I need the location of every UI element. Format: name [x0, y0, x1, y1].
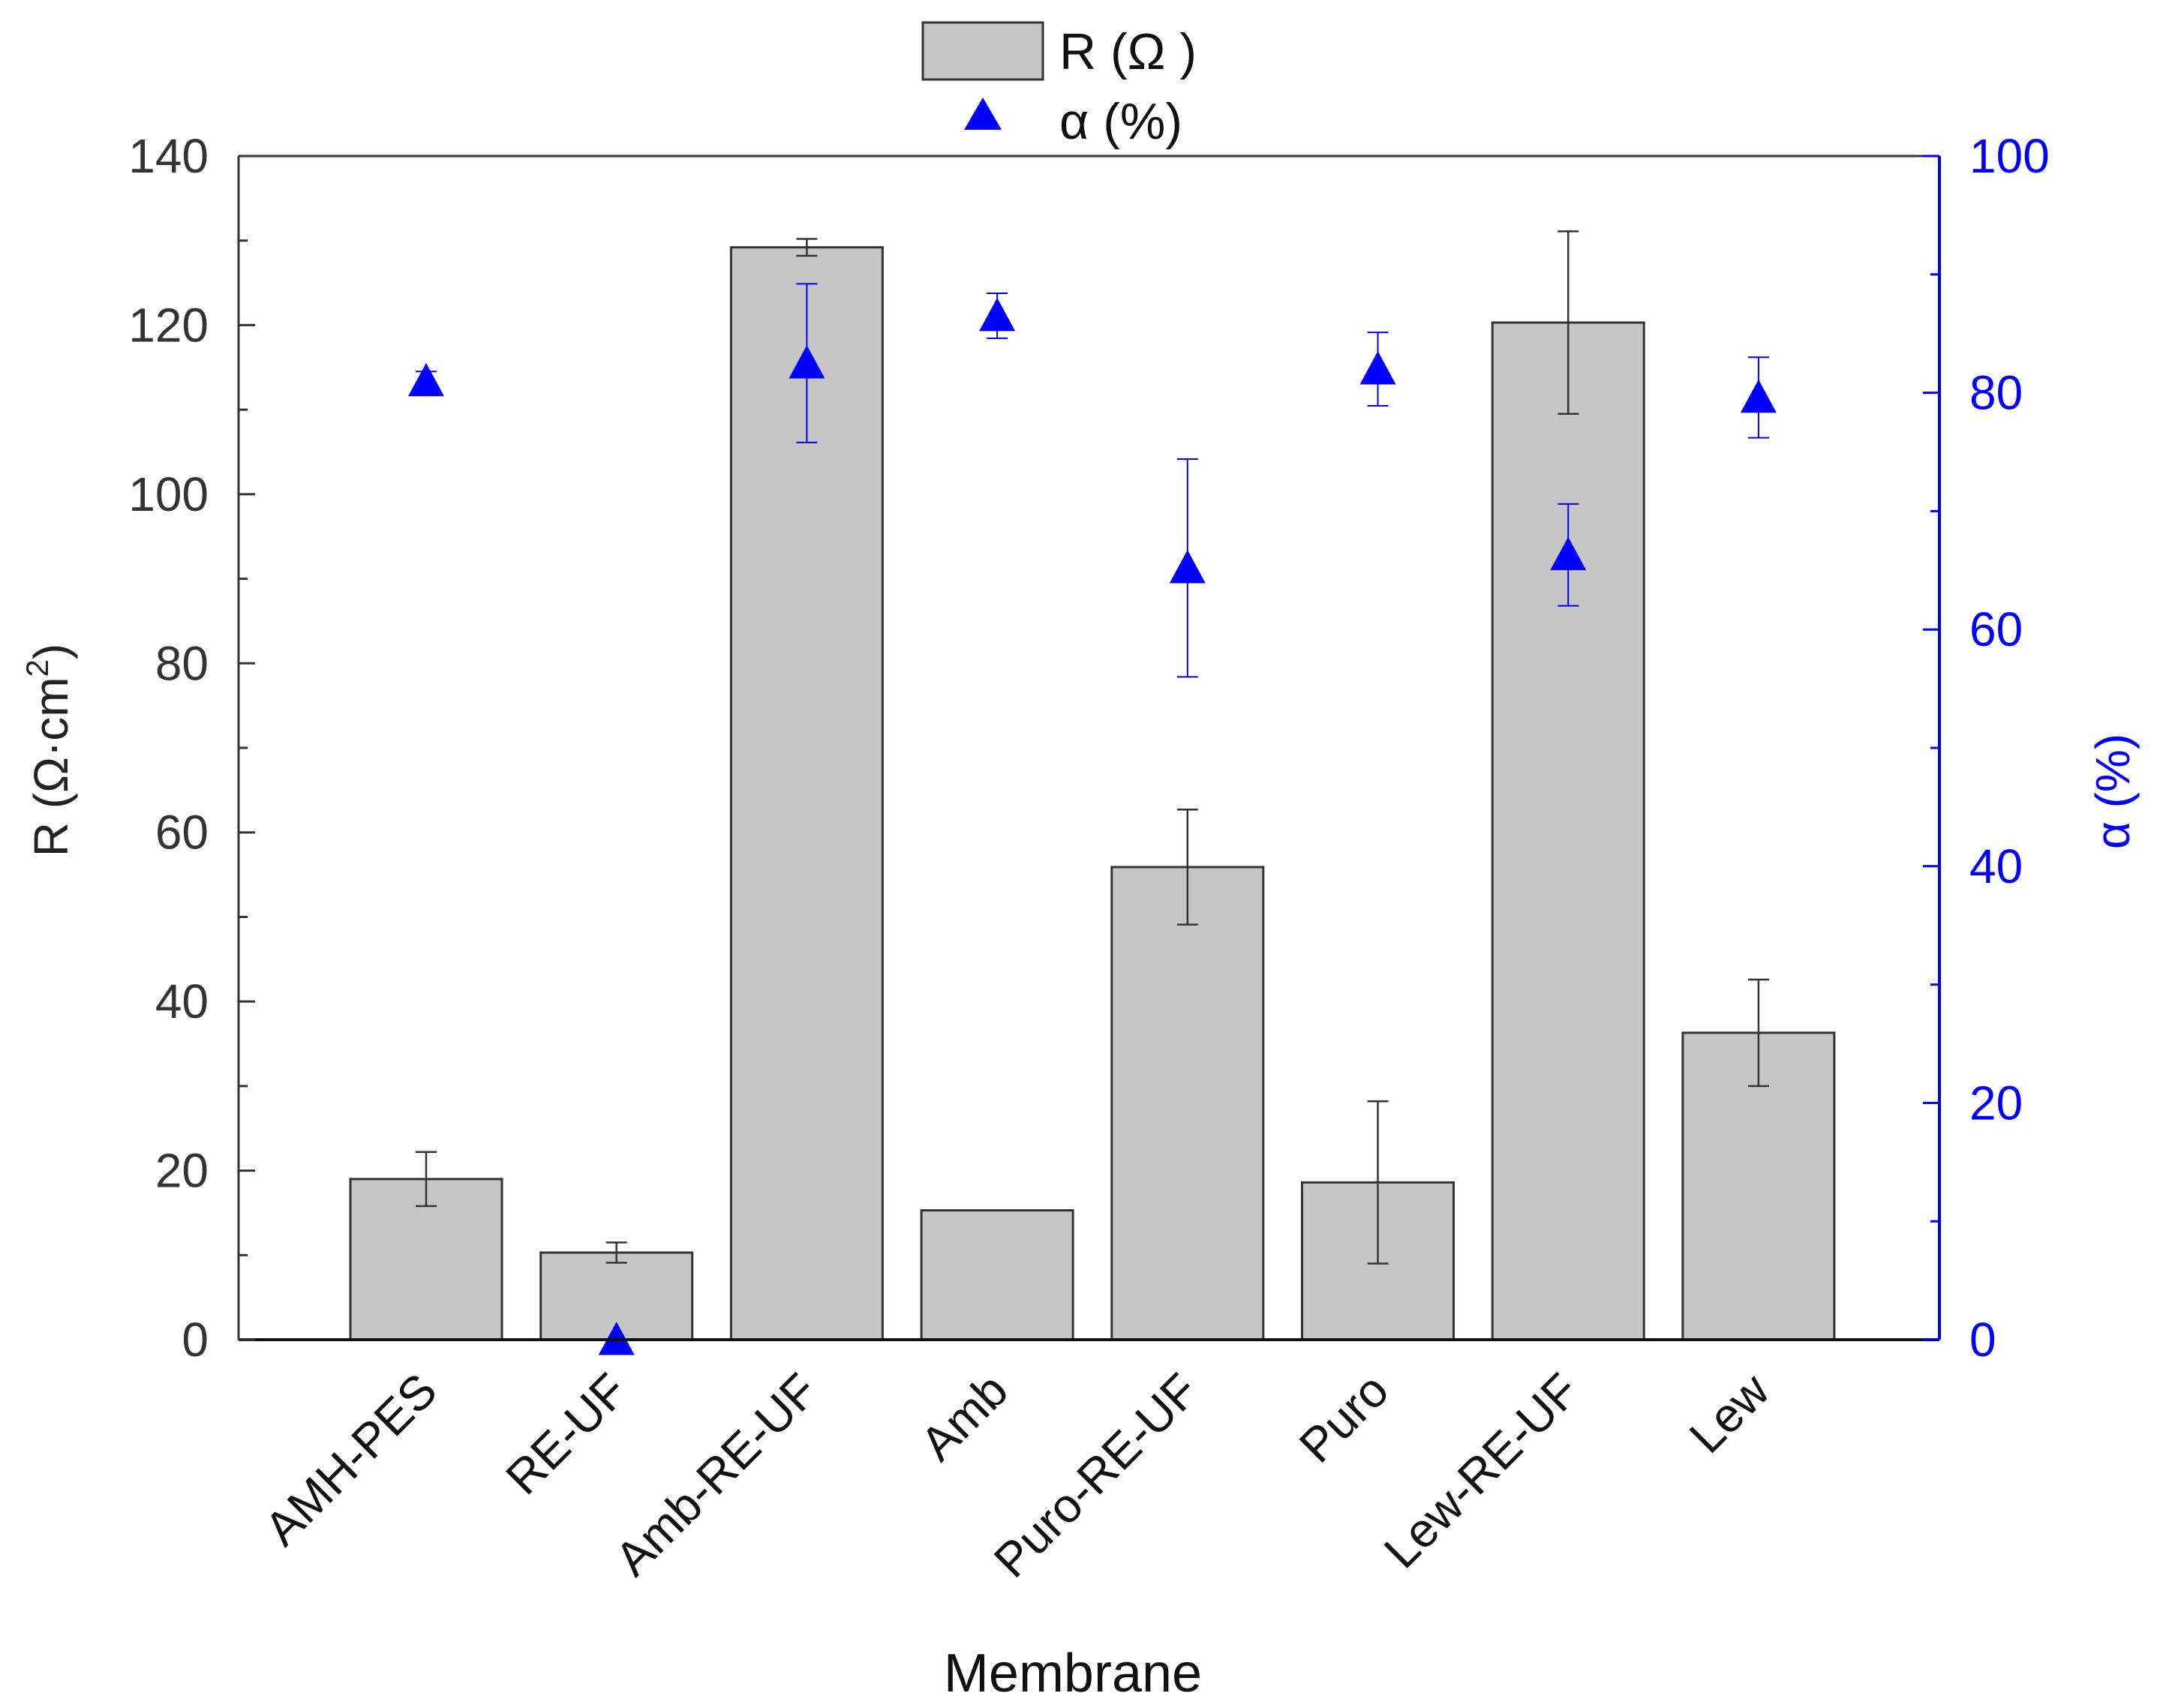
category-label-lew: Lew: [1679, 1362, 1780, 1463]
alpha-marker-lew: [1740, 379, 1777, 413]
category-label-amb: Amb: [910, 1363, 1018, 1471]
category-label-amh-pes: AMH-PES: [254, 1363, 447, 1556]
y2-tick-label: 100: [1969, 129, 2050, 183]
category-label-lew-re-uf: Lew-RE-UF: [1374, 1363, 1589, 1578]
bar-puro-re-uf: [1110, 866, 1265, 1341]
legend-label-r: R (Ω ): [1059, 23, 1197, 80]
y-axis-title-close: ): [24, 644, 78, 659]
y2-tick-label: 40: [1969, 839, 2023, 893]
y-tick-label: 60: [155, 806, 209, 860]
y2-tick-label: 20: [1969, 1076, 2023, 1130]
y2-axis-title: α (%): [2086, 734, 2140, 849]
category-label-puro: Puro: [1289, 1363, 1399, 1473]
y-tick-label: 0: [182, 1313, 209, 1367]
x-axis-title: Membrane: [944, 1643, 1202, 1703]
alpha-marker-amh-pes: [408, 362, 444, 397]
bar-series: [349, 246, 1836, 1341]
y-tick-label: 140: [128, 129, 209, 183]
category-label-re-uf: RE-UF: [495, 1363, 637, 1505]
y-axis-title: R (Ω·cm2): [20, 644, 78, 857]
legend-label-alpha: α (%): [1059, 93, 1182, 150]
y-axis-title-sup: 2: [20, 659, 55, 677]
alpha-marker-lew-re-uf: [1550, 536, 1587, 571]
alpha-marker-puro-re-uf: [1169, 550, 1206, 584]
axes: [237, 155, 1941, 1341]
y2-tick-label: 60: [1969, 602, 2023, 656]
alpha-marker-amb-re-uf: [789, 345, 825, 379]
y-tick-label: 80: [155, 636, 209, 690]
y-tick-label: 120: [128, 298, 209, 352]
legend-triangle-icon: [964, 98, 1002, 130]
legend: R (Ω ) α (%): [921, 21, 1197, 150]
bar-lew-re-uf: [1491, 321, 1645, 1341]
bar-error-bars: [416, 230, 1769, 1265]
alpha-marker-puro: [1359, 351, 1396, 385]
legend-swatch-bar: [921, 21, 1044, 81]
y-tick-label: 40: [155, 974, 209, 1028]
y-tick-label: 20: [155, 1144, 209, 1198]
alpha-marker-amb: [979, 298, 1016, 332]
category-label-amb-re-uf: Amb-RE-UF: [605, 1363, 828, 1586]
y-tick-label: 100: [128, 467, 209, 521]
tick-labels: 0 20 40 60 80 100 120 140 0 20 40 60 80 100: [128, 129, 2050, 1367]
bar-amb: [920, 1209, 1074, 1341]
y2-tick-label: 80: [1969, 366, 2023, 420]
y-axis-title-base: R (Ω·cm: [24, 677, 78, 857]
category-label-puro-re-uf: Puro-RE-UF: [984, 1363, 1209, 1588]
y2-tick-label: 0: [1969, 1313, 1996, 1367]
